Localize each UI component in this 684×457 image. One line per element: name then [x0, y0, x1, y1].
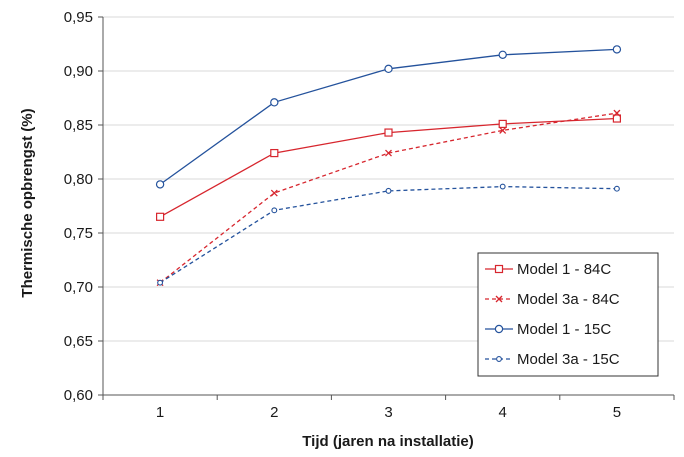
data-point: [155, 180, 165, 189]
data-point: [385, 149, 392, 157]
x-tick-label: 5: [613, 404, 621, 421]
data-point: [498, 119, 507, 129]
legend-label: Model 1 - 84C: [517, 261, 611, 278]
marker-stroke: [385, 149, 392, 157]
y-tick-label: 0,90: [64, 63, 93, 80]
data-point: [384, 128, 393, 137]
data-point: [499, 183, 506, 190]
marker-stroke: [613, 109, 621, 117]
legend-label: Model 1 - 15C: [517, 321, 611, 338]
x-tick-label: 2: [270, 404, 278, 421]
legend-marker: [494, 324, 504, 334]
data-point: [156, 212, 165, 221]
data-point: [271, 207, 278, 214]
legend-label: Model 3a - 15C: [517, 351, 620, 368]
data-point: [157, 279, 164, 286]
data-point: [385, 187, 392, 194]
y-tick-label: 0,95: [64, 9, 93, 26]
legend-marker: [496, 356, 502, 362]
y-tick-label: 0,65: [64, 333, 93, 350]
legend-marker: [494, 264, 504, 274]
y-tick-label: 0,80: [64, 171, 93, 188]
data-point: [270, 148, 279, 158]
x-tick-labels: 1 2 3 4 5: [156, 404, 621, 421]
legend-label: Model 3a - 84C: [517, 291, 620, 308]
x-tick-label: 1: [156, 404, 164, 421]
axes: [98, 16, 675, 400]
y-tick-label: 0,75: [64, 225, 93, 242]
series-3: [155, 45, 622, 189]
data-point: [270, 98, 279, 107]
data-point: [384, 64, 393, 74]
x-tick-label: 3: [384, 404, 392, 421]
x-tick-label: 4: [499, 404, 507, 421]
legend-marker: [495, 295, 503, 303]
legend: Model 1 - 84C Model 3a - 84C Model 1 - 15C…: [477, 252, 659, 377]
series-group: [155, 45, 622, 287]
x-axis-title: Tijd (jaren na installatie): [302, 433, 473, 450]
legend-item: Model 3a - 84C: [485, 291, 620, 308]
data-point: [499, 126, 507, 134]
data-point: [612, 114, 622, 123]
legend-item: Model 3a - 15C: [485, 351, 620, 368]
legend-item: Model 1 - 15C: [485, 321, 611, 338]
y-axis-title: Thermische opbrengst (%): [19, 108, 36, 297]
y-tick-label: 0,70: [64, 279, 93, 296]
series-1: [156, 114, 622, 221]
y-tick-labels: 0,60 0,65 0,70 0,75 0,80 0,85 0,90 0,95: [64, 9, 93, 404]
marker-stroke: [499, 126, 507, 134]
marker-stroke: [495, 295, 503, 303]
series-4: [157, 183, 620, 286]
legend-box: [477, 252, 659, 377]
data-point: [613, 109, 621, 117]
data-point: [498, 50, 507, 60]
y-tick-label: 0,60: [64, 387, 93, 404]
data-point: [270, 189, 278, 197]
y-tick-label: 0,85: [64, 117, 93, 134]
data-point: [613, 185, 620, 192]
marker-stroke: [270, 189, 278, 197]
data-point: [612, 45, 622, 54]
legend-item: Model 1 - 84C: [485, 261, 611, 278]
